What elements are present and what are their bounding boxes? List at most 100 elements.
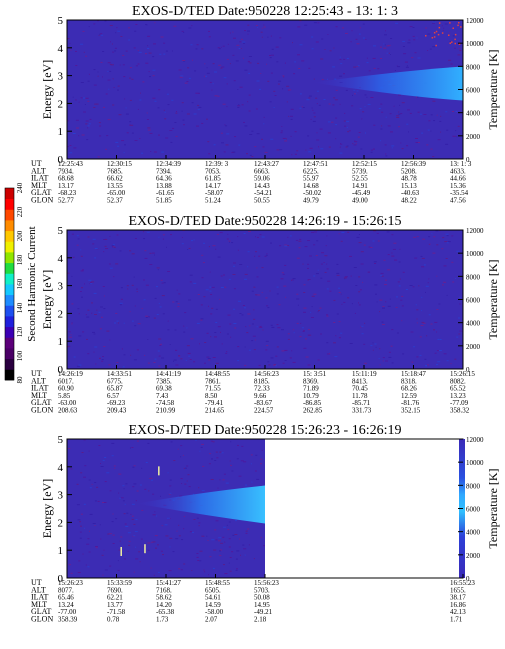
table-cell: 14.43 [254,182,270,190]
table-cell: 12:52:15 [352,160,377,168]
table-cell: -85.71 [352,399,371,407]
table-cell: 8077. [58,586,74,594]
temperature-tick-label: 4000 [466,320,481,328]
table-cell: 71.89 [303,385,319,393]
hot-pixel [438,22,441,24]
ephemeris-table: UT 15:26:23 15:33:59 15:41:27 15:48:55 15:56:… [31,578,475,624]
table-cell: 50.55 [254,197,270,205]
table-cell: 38.17 [450,594,466,602]
colorbar-segment [5,209,14,221]
table-cell: -45.49 [352,189,371,197]
temperature-tick-label: 12000 [466,17,484,25]
heatmap-area [67,230,463,369]
hot-pixel [438,26,441,29]
table-cell: 331.73 [352,407,372,415]
colorbar-tick-label: 120 [16,326,24,337]
table-cell: 8082. [450,377,466,385]
energy-tick-label: 0 [58,573,64,585]
colorbar-tick-label: 220 [16,206,24,217]
temperature-tick-label: 10000 [466,459,484,467]
colorbar-segment [5,220,14,232]
spike-mark [158,466,160,476]
table-cell: 214.65 [205,407,225,415]
table-cell: 51.24 [205,197,221,205]
hot-pixel [437,33,440,36]
table-cell: 5703. [254,586,270,594]
colorbar-tick-label: 240 [16,182,24,193]
table-cell: 12:34:39 [156,160,181,168]
table-cell: 16.86 [450,601,466,609]
table-cell: 5739. [352,167,368,175]
table-cell: 69.38 [156,385,172,393]
colorbar-segment [5,369,14,381]
table-cell: 55.97 [303,175,319,183]
temperature-band [312,66,463,101]
row-label-alt: ALT [31,585,46,594]
energy-tick-label: 1 [58,126,64,138]
colorbar-tick-label: 200 [16,230,24,241]
table-cell: 8185. [254,377,270,385]
table-cell: 13.88 [156,182,172,190]
table-cell: 66.62 [107,175,123,183]
energy-tick-label: 1 [58,545,64,557]
hot-pixel [449,22,451,24]
table-cell: 14:56:23 [254,370,279,378]
table-cell: -54.21 [254,189,273,197]
hot-pixel [431,37,434,39]
table-cell: 61.85 [205,175,221,183]
table-cell: 68.68 [58,175,74,183]
energy-axis-label: Energy [eV] [40,270,54,329]
table-cell: 15.13 [401,182,417,190]
energy-tick-label: 3 [58,490,64,502]
colorbar-label: Second Harmonic Current [26,226,38,341]
temperature-tick-label: 12000 [466,436,484,444]
table-cell: 15:41:27 [156,579,181,587]
hot-pixel [435,44,437,47]
table-cell: 8.50 [205,392,218,400]
table-cell: 15:26:15 [450,370,475,378]
table-cell: 48.22 [401,197,417,205]
table-cell: -74.58 [156,399,175,407]
table-cell: 12:43:27 [254,160,279,168]
table-cell: 60.90 [58,385,74,393]
hot-pixel [458,22,460,24]
ephemeris-table: UT 14:26:19 14:33:51 14:41:19 14:48:55 14:56:… [31,369,475,415]
table-cell: 54.61 [205,594,221,602]
table-cell: -69.23 [107,399,126,407]
table-cell: 72.33 [254,385,270,393]
table-cell: 1.73 [156,616,169,624]
row-label-ut: UT [31,578,42,587]
energy-tick-label: 5 [58,15,64,27]
spectrogram-panel-3: EXOS-D/TED Date:950228 15:26:23 - 16:26:… [31,423,500,624]
table-cell: 4633. [450,167,466,175]
hot-pixel [460,26,462,28]
table-cell: 15:18:47 [401,370,426,378]
table-cell: 65.87 [107,385,123,393]
row-label-glon: GLON [31,615,53,624]
temperature-tick-label: 2000 [466,552,481,560]
table-cell: 10.79 [303,392,319,400]
table-cell: 6663. [254,167,270,175]
temperature-axis-label: Temperature [K] [486,468,500,548]
temperature-axis-label: Temperature [K] [486,259,500,339]
table-cell: 12:39: 3 [205,160,229,168]
panel-title: EXOS-D/TED Date:950228 14:26:19 - 15:26:… [129,214,402,229]
hot-pixel [441,32,444,34]
table-cell: 65.46 [58,594,74,602]
table-cell: 15:26:23 [58,579,83,587]
temperature-tick-label: 0 [466,575,470,583]
energy-axis: 0 1 2 3 4 5 Energy [eV] [40,15,72,166]
table-cell: 48.78 [401,175,417,183]
panel-title: EXOS-D/TED Date:950228 15:26:23 - 16:26:… [129,423,402,438]
table-cell: 14:26:19 [58,370,83,378]
colorbar-segment [5,348,14,360]
table-cell: 51.85 [156,197,172,205]
table-cell: 49.79 [303,197,319,205]
colorbar-segment [5,262,14,274]
table-cell: -86.85 [303,399,322,407]
colorbar-tick-label: 160 [16,278,24,289]
table-cell: 71.55 [205,385,221,393]
table-cell: -77.00 [58,608,77,616]
table-cell: 1655. [450,586,466,594]
table-cell: 2.18 [254,616,267,624]
